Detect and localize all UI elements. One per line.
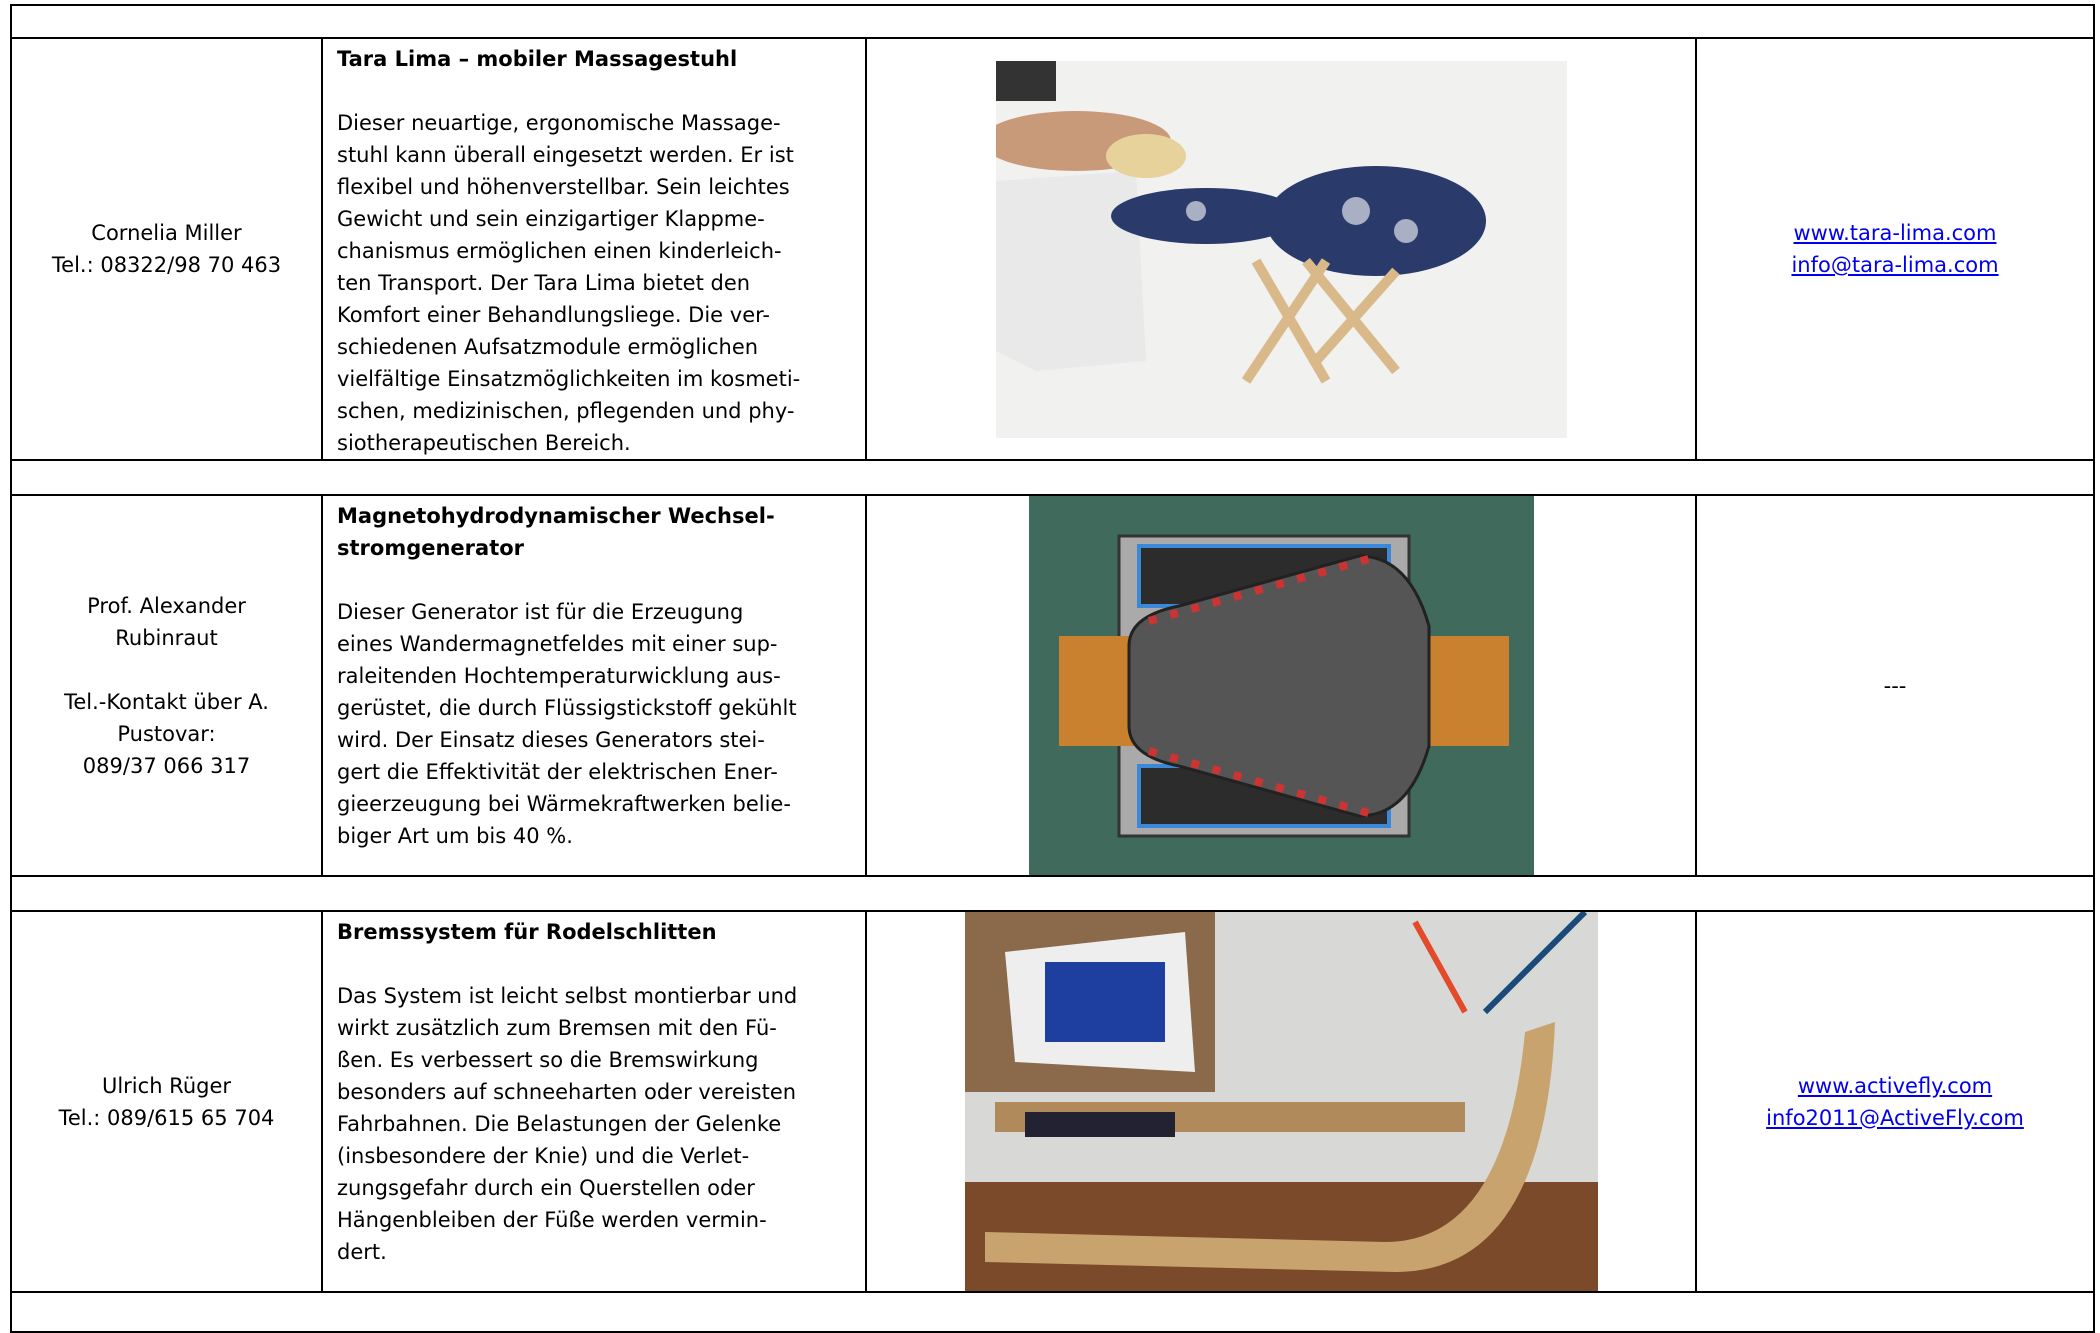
link-line: --- [1697,670,2093,702]
description-line: gieerzeugung bei Wärmekraftwerken belie- [337,792,791,816]
contact-line: 089/37 066 317 [82,753,251,778]
description-line: ßen. Es verbessert so die Bremswirkung [337,1048,759,1072]
description-line: raleitenden Hochtemperaturwicklung aus- [337,664,781,688]
spacer-cell [10,875,2095,912]
link[interactable]: info@tara-lima.com [1791,253,1999,277]
exhibitor-table: Cornelia Miller Tel.: 08322/98 70 463 Tara… [10,4,2095,1333]
description-line: Gewicht und sein einzigartiger Klappme- [337,207,765,231]
contact-line: Cornelia Miller [91,221,242,245]
description-line: Dieser neuartige, ergonomische Massage- [337,111,781,135]
description-line: Dieser Generator ist für die Erzeugung [337,600,744,624]
exhibitor-row: Cornelia Miller Tel.: 08322/98 70 463 Tara… [10,37,2095,461]
links-cell: www.activefly.com info2011@ActiveFly.com [1695,910,2095,1293]
spacer-cell [10,1291,2095,1333]
contact-cell: Ulrich Rüger Tel.: 089/615 65 704 [10,910,323,1293]
link[interactable]: info2011@ActiveFly.com [1766,1105,2024,1130]
description-line: stuhl kann überall eingesetzt werden. Er… [337,143,794,167]
description-line: wird. Der Einsatz dieses Generators stei… [337,728,765,752]
image-cell [865,494,1697,877]
contact-cell: Cornelia Miller Tel.: 08322/98 70 463 [10,37,323,461]
exhibitor-row: Prof. Alexander Rubinraut Tel.-Kontakt übe… [10,494,2095,877]
link[interactable]: www.activefly.com [1797,1073,1993,1098]
spacer-cell [10,459,2095,496]
description-line: gert die Effektivität der elektrischen E… [337,760,778,784]
contact-line: Tel.: 08322/98 70 463 [51,253,282,277]
link[interactable]: www.tara-lima.com [1793,221,1997,245]
no-link: --- [1883,673,1907,698]
description-line: vielfältige Einsatzmöglichkeiten im kosm… [337,367,801,391]
description-line: chanismus ermöglichen einen kinderleich- [337,239,782,263]
description-line: (insbesondere der Knie) und die Verlet- [337,1144,750,1168]
entry-title: Magnetohydrodynamischer Wechsel- [337,504,775,528]
description-line: schiedenen Aufsatzmodule ermöglichen [337,335,759,359]
contact-cell: Prof. Alexander Rubinraut Tel.-Kontakt übe… [10,494,323,877]
description-line: schen, medizinischen, pflegenden und phy… [337,399,795,423]
contact-line: Prof. Alexander [87,593,246,618]
image-cell [865,910,1697,1293]
description-line: Hängenbleiben der Füße werden vermin- [337,1208,767,1232]
description-cell: Magnetohydrodynamischer Wechsel-stromgen… [321,494,867,877]
entry-title: Tara Lima – mobiler Massagestuhl [337,47,738,71]
spacer [337,564,853,596]
description-line: gerüstet, die durch Flüssigstickstoff ge… [337,696,797,720]
description-line: dert. [337,1240,387,1264]
spacer-row [10,875,2095,912]
description-line: biger Art um bis 40 %. [337,824,573,848]
exhibitor-row: Ulrich Rüger Tel.: 089/615 65 704 Bremssys… [10,910,2095,1293]
spacer [337,75,853,107]
description-cell: Tara Lima – mobiler Massagestuhl Dieser n… [321,37,867,461]
description-line: Fahrbahnen. Die Belastungen der Gelenke [337,1112,782,1136]
spacer [337,948,853,980]
spacer-row [10,459,2095,496]
generator-diagram [1028,496,1534,875]
image-cell [865,37,1697,461]
description-line: wirkt zusätzlich zum Bremsen mit den Fü- [337,1016,777,1040]
contact-line: Rubinraut [115,625,218,650]
spacer [12,654,321,686]
links-cell: --- [1695,494,2095,877]
link-line: www.tara-lima.com [1697,217,2093,249]
spacer-row [10,4,2095,39]
description-line: flexibel und höhenverstellbar. Sein leic… [337,175,790,199]
description-cell: Bremssystem für Rodelschlitten Das System… [321,910,867,1293]
description-line: zungsgefahr durch ein Querstellen oder [337,1176,755,1200]
contact-line: Tel.-Kontakt über A. [64,689,269,714]
description-line: ten Transport. Der Tara Lima bietet den [337,271,751,295]
links-cell: www.tara-lima.com info@tara-lima.com [1695,37,2095,461]
description-line: Das System ist leicht selbst montierbar … [337,984,798,1008]
entry-title: stromgenerator [337,536,525,560]
link-line: info2011@ActiveFly.com [1697,1102,2093,1134]
link-line: www.activefly.com [1697,1070,2093,1102]
massage-chair-photo [995,60,1567,438]
spacer-row [10,1291,2095,1333]
description-line: besonders auf schneeharten oder vereiste… [337,1080,797,1104]
description-line: siotherapeutischen Bereich. [337,431,631,455]
description-line: Komfort einer Behandlungsliege. Die ver- [337,303,770,327]
description-line: eines Wandermagnetfeldes mit einer sup- [337,632,778,656]
contact-line: Pustovar: [117,721,216,746]
link-line: info@tara-lima.com [1697,249,2093,281]
entry-title: Bremssystem für Rodelschlitten [337,920,717,944]
contact-line: Tel.: 089/615 65 704 [58,1105,275,1130]
sled-photo [964,912,1598,1291]
contact-line: Ulrich Rüger [101,1073,232,1098]
